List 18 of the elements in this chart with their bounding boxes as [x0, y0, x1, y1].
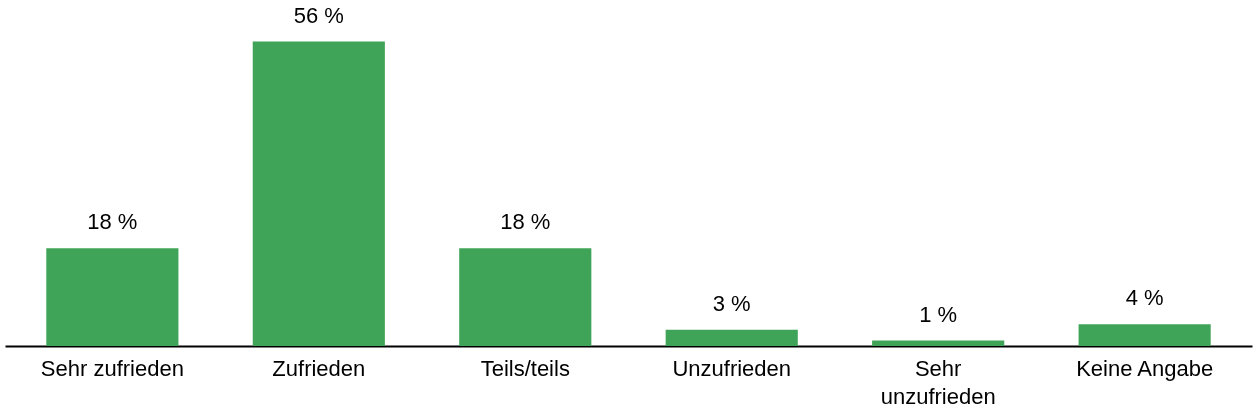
x-tick-label: Sehr unzufrieden: [880, 355, 996, 409]
bar: [252, 41, 385, 346]
x-tick-label: Unzufrieden: [672, 355, 792, 381]
data-label: 18 %: [500, 209, 551, 235]
x-tick-label: Keine Angabe: [1076, 355, 1214, 381]
data-label: 3 %: [712, 290, 751, 316]
data-label: 18 %: [87, 209, 138, 235]
bar: [46, 248, 179, 346]
x-tick-label: Sehr zufrieden: [40, 355, 184, 381]
bar: [1078, 324, 1211, 346]
bar: [459, 248, 592, 346]
data-label: 56 %: [293, 2, 344, 28]
data-label: 1 %: [919, 301, 958, 327]
x-tick-label: Teils/teils: [480, 355, 570, 381]
data-label: 4 %: [1125, 285, 1164, 311]
bar: [665, 329, 798, 346]
bar: [872, 340, 1005, 346]
x-tick-label: Zufrieden: [272, 355, 366, 381]
